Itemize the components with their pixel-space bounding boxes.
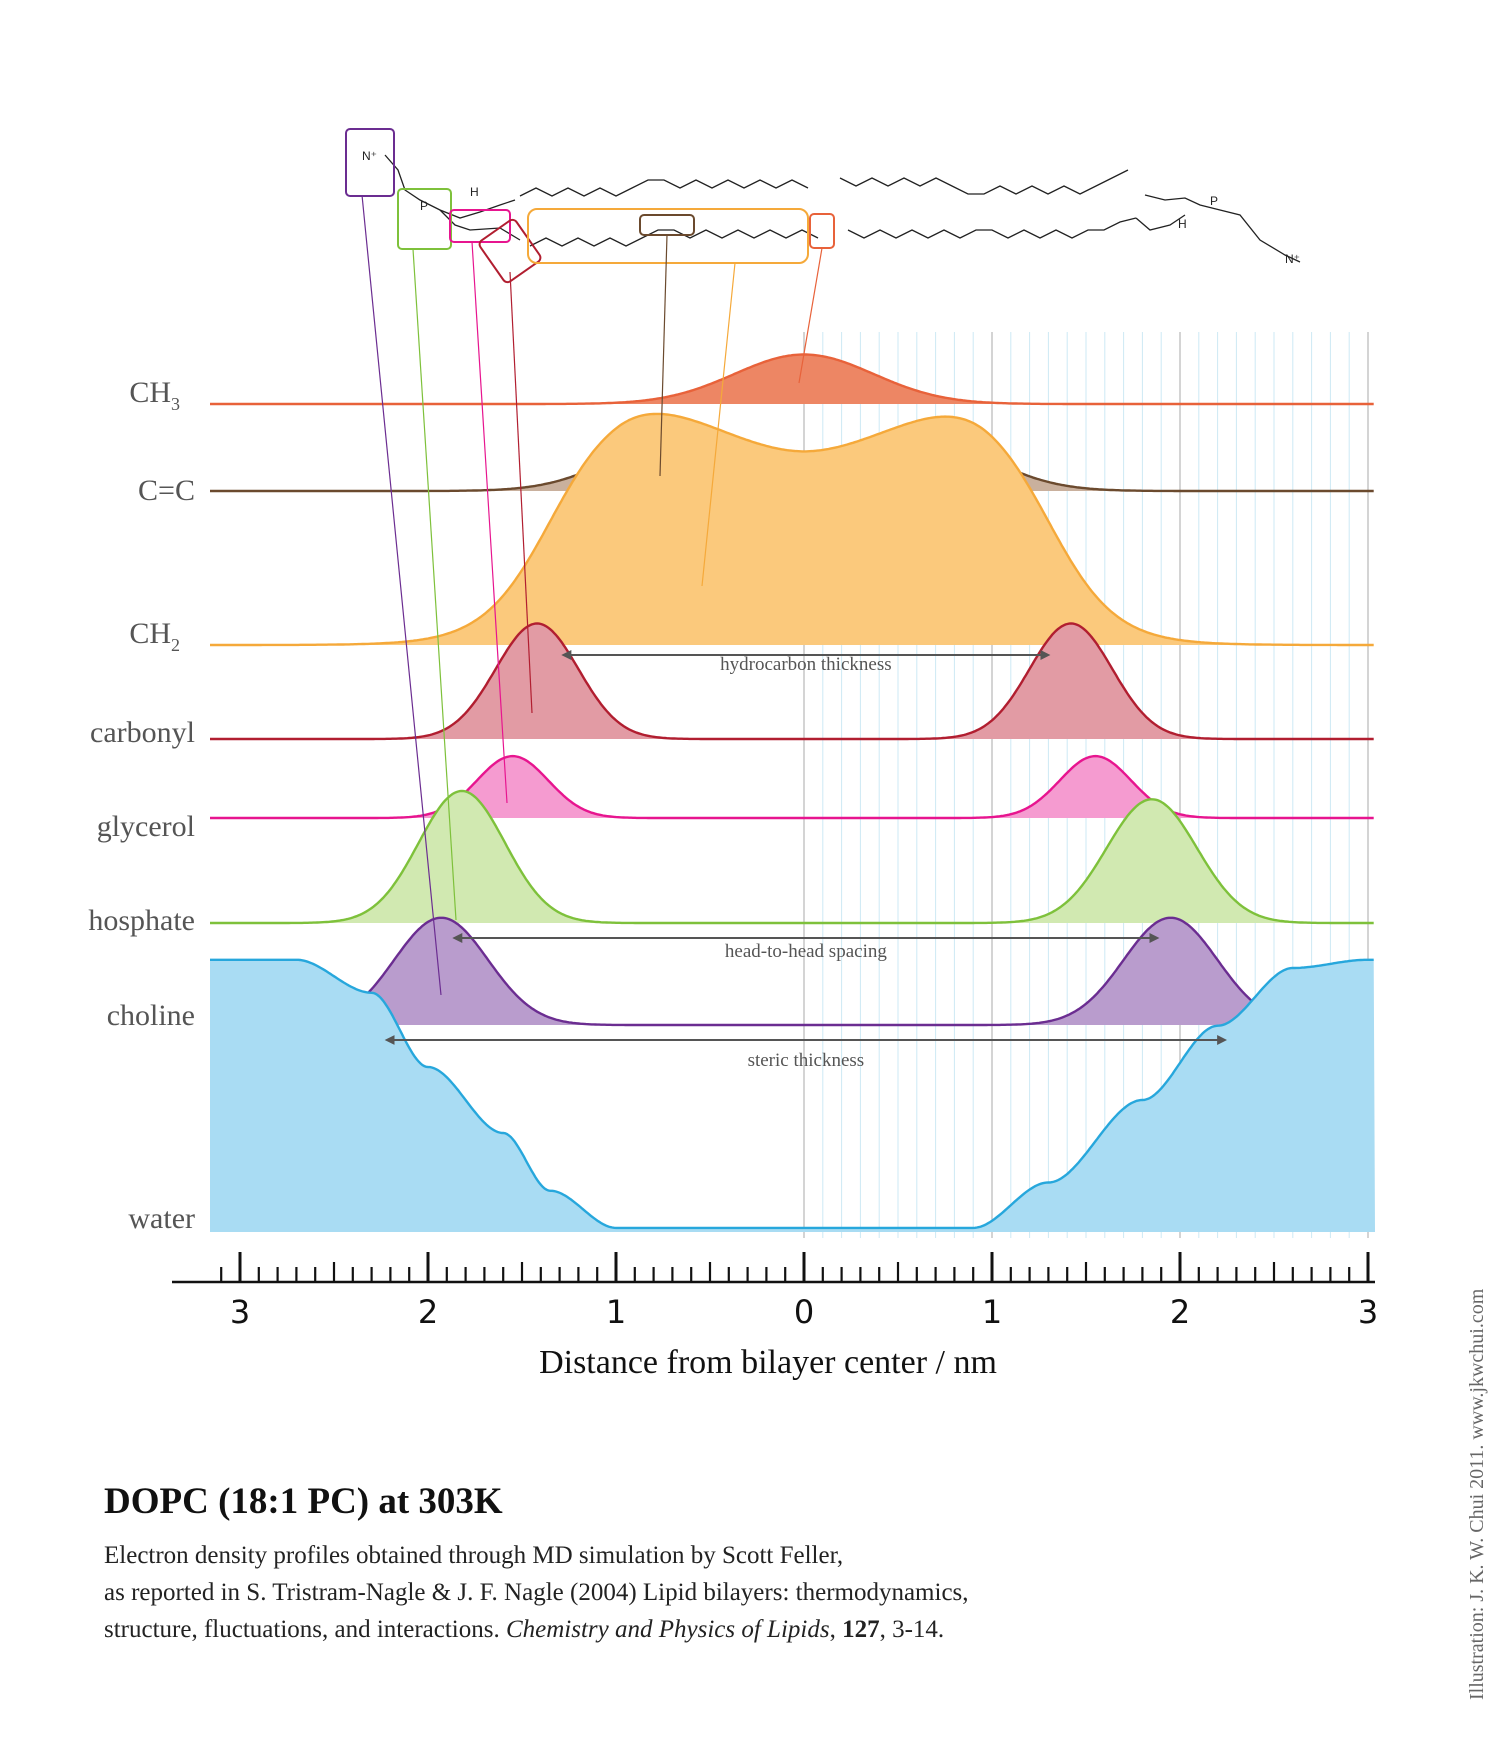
series-line xyxy=(210,789,1374,925)
caption-separator: , xyxy=(829,1616,843,1643)
annotation-label: hydrocarbon thickness xyxy=(720,654,891,675)
right-headgroup xyxy=(1144,194,1301,263)
caption-line-3: structure, fluctuations, and interaction… xyxy=(104,1611,1354,1648)
series-label: hosphate xyxy=(88,904,195,937)
right-glycerol xyxy=(1135,214,1186,231)
phosphate-leader-line xyxy=(412,248,457,921)
choline-leader-line xyxy=(361,194,442,996)
ch3-highlight-box xyxy=(809,213,835,249)
series-name: C=C xyxy=(138,474,195,507)
lower-right-tail xyxy=(847,217,1137,239)
series-6 xyxy=(210,916,1375,1027)
series-label: CH3 xyxy=(129,376,180,414)
ch2-leader-line xyxy=(701,262,736,587)
series-line xyxy=(210,412,1374,647)
upper-left-tail xyxy=(519,179,809,197)
annotation-label: steric thickness xyxy=(748,1050,865,1071)
phosphate-p-right: P xyxy=(1210,194,1218,208)
caption-pages: , 3-14. xyxy=(879,1616,945,1643)
series-labels: CH3C=CCH2carbonylglycerolhosphatecholine… xyxy=(88,376,195,1235)
x-tick-label: 1 xyxy=(982,1293,1002,1331)
series-area xyxy=(210,354,1375,404)
caption: DOPC (18:1 PC) at 303K Electron density … xyxy=(104,1480,1354,1648)
choline-highlight-box xyxy=(345,128,395,197)
ch3-leader-line xyxy=(798,247,823,384)
x-axis-title: Distance from bilayer center / nm xyxy=(539,1344,997,1381)
illustration-credit: Illustration: J. K. W. Chui 2011. www.jk… xyxy=(1466,1288,1488,1700)
series-name: CH xyxy=(129,376,171,409)
dopc-molecule-illustration: N⁺ P H P N⁺ H xyxy=(362,149,1301,266)
x-axis: 3 2 1 0 1 2 3 xyxy=(172,1252,1378,1331)
annotation-label: head-to-head spacing xyxy=(725,941,887,962)
series-label: glycerol xyxy=(97,810,195,843)
ch2-highlight-box xyxy=(527,208,809,264)
series-layer xyxy=(210,353,1375,1232)
series-subscript: 2 xyxy=(171,635,180,655)
x-tick-label: 3 xyxy=(1358,1293,1378,1331)
series-0 xyxy=(210,353,1375,406)
cc-highlight-box xyxy=(639,214,695,236)
series-label: carbonyl xyxy=(90,716,195,749)
series-name: choline xyxy=(107,999,195,1032)
cc-leader-line xyxy=(659,234,668,477)
phosphate-highlight-box xyxy=(397,188,452,250)
glycerol-h-right: H xyxy=(1178,217,1187,231)
series-area xyxy=(210,756,1375,818)
series-name: hosphate xyxy=(88,904,195,937)
series-2 xyxy=(210,412,1375,647)
series-label: water xyxy=(128,1202,195,1235)
series-line xyxy=(210,916,1374,1027)
caption-line-2: as reported in S. Tristram-Nagle & J. F.… xyxy=(104,1579,969,1606)
choline-n-plus-right: N⁺ xyxy=(1285,252,1300,266)
glycerol-leader-line xyxy=(471,241,508,804)
series-area xyxy=(210,959,1375,1232)
caption-title: DOPC (18:1 PC) at 303K xyxy=(104,1481,503,1522)
series-name: CH xyxy=(129,617,171,650)
series-name: water xyxy=(128,1202,195,1235)
x-tick-label: 1 xyxy=(606,1293,626,1331)
series-label: CH2 xyxy=(129,617,180,655)
caption-line-1: Electron density profiles obtained throu… xyxy=(104,1542,844,1569)
choline-n-plus-left: N⁺ xyxy=(362,149,377,163)
series-area xyxy=(210,791,1375,923)
glycerol-h-left: H xyxy=(470,185,479,199)
series-label: C=C xyxy=(138,474,195,507)
x-tick-label: 0 xyxy=(794,1293,814,1331)
series-name: glycerol xyxy=(97,810,195,843)
series-name: carbonyl xyxy=(90,716,195,749)
journal-volume: 127 xyxy=(842,1616,880,1643)
series-area xyxy=(210,917,1375,1025)
series-line xyxy=(210,754,1374,820)
thickness-annotations: hydrocarbon thickness head-to-head spacin… xyxy=(384,650,1228,1071)
series-area xyxy=(210,413,1375,645)
caption-line-3-text: structure, fluctuations, and interaction… xyxy=(104,1616,506,1643)
series-5 xyxy=(210,789,1375,925)
series-line xyxy=(210,353,1374,406)
series-subscript: 3 xyxy=(171,394,180,414)
series-4 xyxy=(210,754,1375,820)
upper-right-tail xyxy=(839,169,1129,195)
phosphate-p-left: P xyxy=(420,199,428,213)
series-line xyxy=(210,622,1374,741)
carbonyl-leader-line xyxy=(509,271,533,714)
x-tick-label: 2 xyxy=(418,1293,438,1331)
lower-left-tail xyxy=(529,229,819,247)
x-tick-label: 3 xyxy=(230,1293,250,1331)
journal-name: Chemistry and Physics of Lipids xyxy=(505,1616,830,1643)
x-tick-label: 2 xyxy=(1170,1293,1190,1331)
series-label: choline xyxy=(107,999,195,1032)
